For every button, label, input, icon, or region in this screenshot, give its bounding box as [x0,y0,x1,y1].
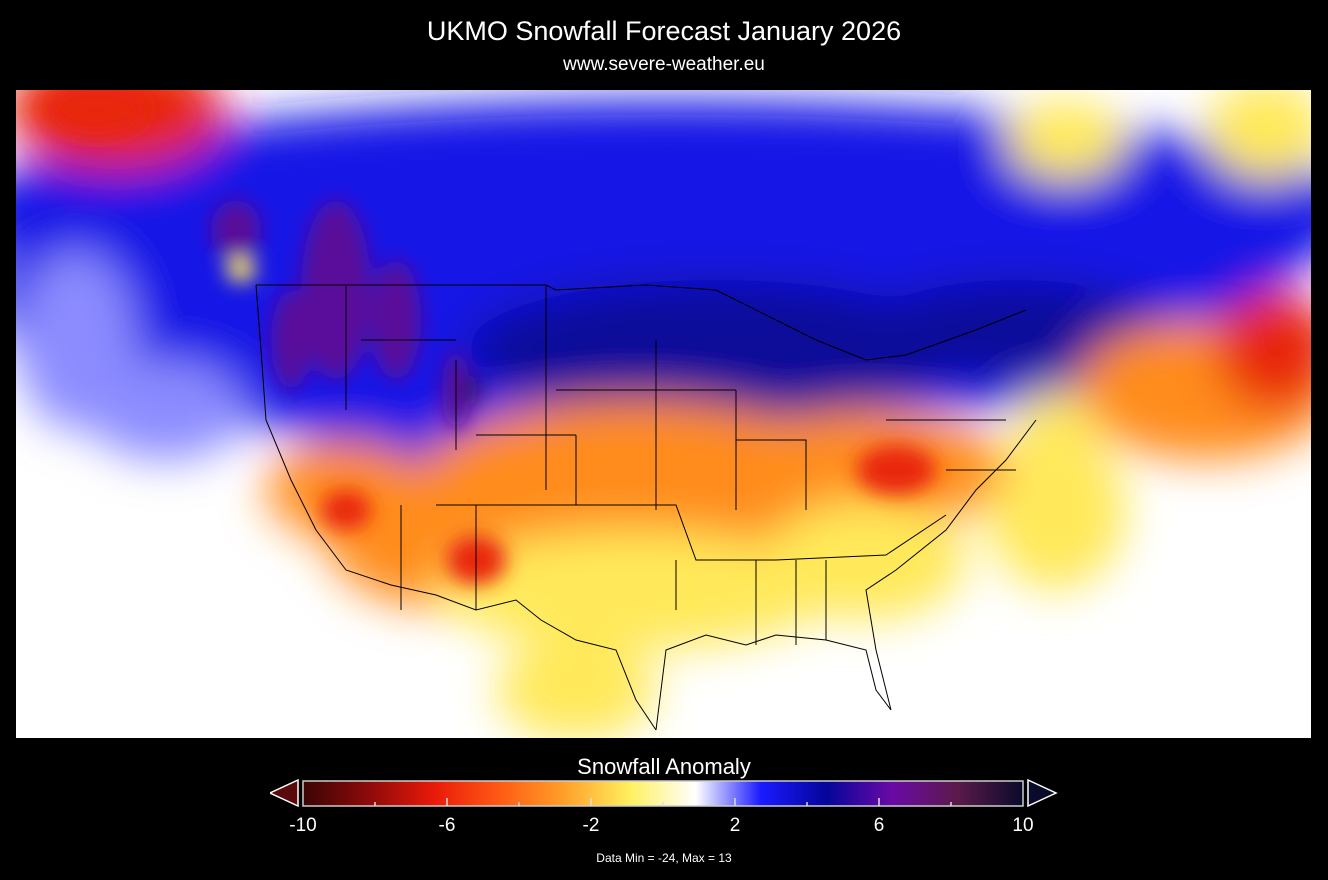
anomaly-region [301,200,371,380]
anomaly-region [766,500,966,620]
colorbar-tick-label: 2 [729,815,741,836]
boundary-line [345,285,807,610]
colorbar-tick-label: -10 [289,815,317,836]
colorbar-tick-label: 6 [873,815,885,836]
anomaly-region [1006,100,1126,180]
anomaly-region [46,90,146,135]
anomaly-region [226,258,256,282]
boundary-line [655,419,1037,731]
colorbar-tick-label: -6 [438,815,456,836]
source-url: www.severe-weather.eu [563,54,765,75]
anomaly-field [16,90,1311,738]
data-range-note: Data Min = -24, Max = 13 [596,851,732,865]
colorbar-gradient [302,780,1024,807]
anomaly-region [1016,390,1096,470]
anomaly-region [496,640,656,738]
anomaly-region [1216,290,1311,410]
colorbar [270,778,1058,808]
anomaly-region [321,490,371,530]
boundary-line [256,284,1027,361]
anomaly-region [211,200,261,260]
colorbar-tick-label: 10 [1012,815,1034,836]
state-borders [255,284,1037,731]
anomaly-region [1206,90,1311,180]
anomaly-region [371,260,421,380]
anomaly-region [1006,180,1311,300]
anomaly-region [86,360,246,460]
colorbar-tick-label: -2 [582,815,600,836]
anomaly-region [271,290,311,390]
legend-title: Snowfall Anomaly [577,754,751,779]
map-title: UKMO Snowfall Forecast January 2026 [426,16,902,46]
anomaly-region [866,280,1166,380]
anomaly-region [986,430,1126,590]
snowfall-anomaly-map [16,90,1311,738]
boundary-line [556,419,1016,645]
colorbar-low-extend-arrow [270,778,299,808]
anomaly-region [466,280,966,420]
anomaly-region [856,445,936,495]
boundary-line [255,284,657,731]
anomaly-region [465,376,477,404]
colorbar-high-extend-arrow [1027,778,1058,808]
